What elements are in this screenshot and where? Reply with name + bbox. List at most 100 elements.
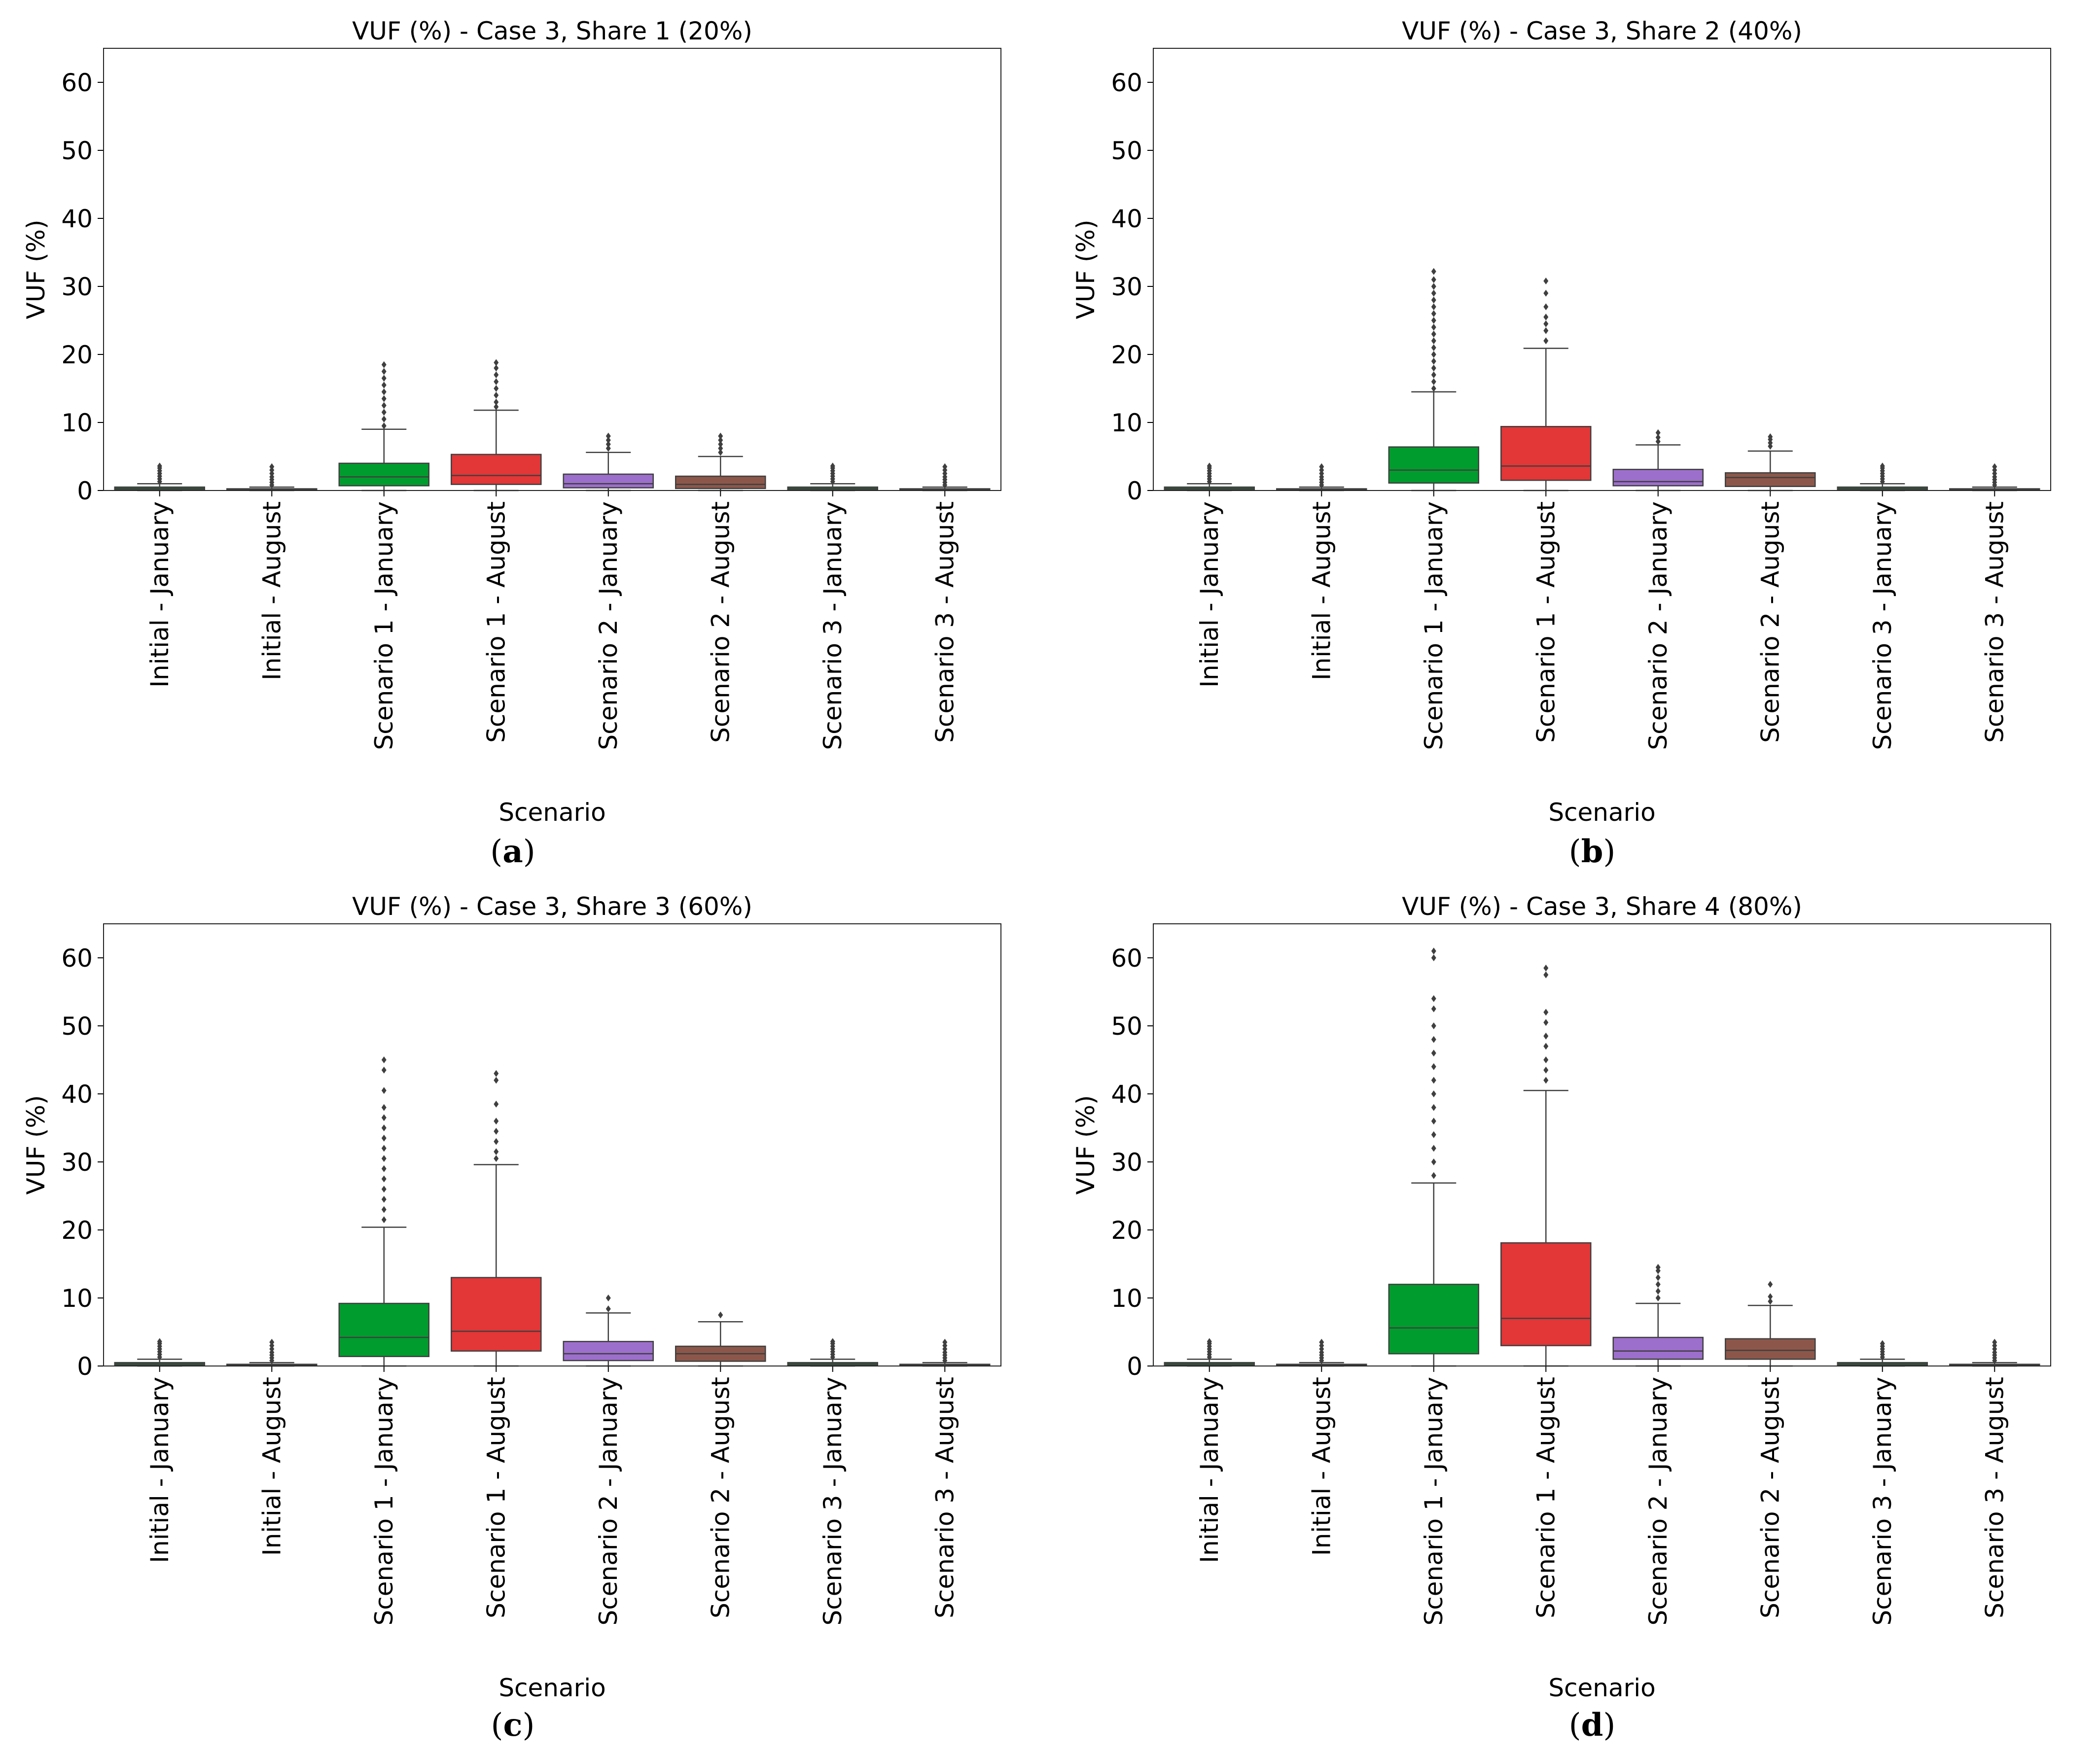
box-initial-january	[1164, 1338, 1255, 1367]
box-scenario-1-january	[1388, 268, 1479, 491]
y-tick-label: 40	[61, 1080, 93, 1109]
outlier-point	[381, 1195, 387, 1203]
x-tick-label: Scenario 3 - January	[819, 1377, 847, 1625]
x-tick-label: Scenario 2 - January	[594, 1377, 623, 1625]
outlier-point	[1655, 1274, 1661, 1281]
outlier-point	[1431, 289, 1436, 297]
x-axis-label: Scenario	[1548, 1674, 1655, 1702]
chart-title: VUF (%) - Case 3, Share 1 (20%)	[352, 17, 752, 45]
outlier-point	[1431, 364, 1436, 372]
outlier-point	[1543, 971, 1549, 979]
box-scenario-2-january	[1612, 1263, 1704, 1367]
plot-frame	[1153, 923, 2051, 1366]
outlier-point	[1431, 1050, 1436, 1057]
outlier-point	[494, 1100, 499, 1108]
outlier-point	[1431, 337, 1436, 345]
x-tick-label: Initial - January	[1195, 501, 1224, 688]
box-initial-august	[1276, 1338, 1367, 1367]
outlier-point	[494, 1148, 499, 1156]
plot-frame	[103, 48, 1001, 491]
outlier-point	[1655, 1288, 1661, 1295]
y-tick-label: 0	[77, 477, 93, 505]
box-iqr	[1612, 468, 1704, 487]
plot-frame	[1153, 48, 2051, 491]
outlier-point	[1431, 276, 1436, 283]
outlier-point	[1431, 296, 1436, 304]
outlier-point	[1543, 1009, 1549, 1016]
y-axis-label: VUF (%)	[1071, 220, 1100, 319]
x-axis-label: Scenario	[1548, 798, 1655, 827]
outlier-point	[1431, 310, 1436, 317]
box-scenario-3-august	[899, 463, 991, 491]
outlier-point	[718, 445, 723, 452]
outlier-point	[381, 422, 387, 429]
x-tick-label: Scenario 2 - January	[594, 501, 623, 750]
outlier-point	[381, 416, 387, 423]
x-tick-label: Scenario 3 - August	[1980, 1377, 2009, 1618]
box-iqr	[563, 473, 654, 489]
chart-d: VUF (%) - Case 3, Share 4 (80%) 0 10 20 30 40…	[1071, 892, 2051, 1702]
outlier-point	[1431, 1063, 1436, 1070]
outlier-point	[1431, 1118, 1436, 1125]
x-tick-label: Scenario 1 - August	[482, 1377, 510, 1618]
outlier-point	[1431, 947, 1436, 955]
outlier-point	[605, 436, 611, 444]
outlier-point	[1655, 438, 1661, 445]
outlier-point	[1543, 964, 1549, 972]
y-tick-label: 40	[1111, 205, 1142, 233]
outlier-point	[381, 1134, 387, 1142]
y-tick-label: 10	[61, 409, 93, 437]
y-tick-label: 10	[1111, 409, 1142, 437]
outlier-point	[269, 1338, 275, 1346]
outlier-point	[1543, 277, 1549, 284]
chart-b: VUF (%) - Case 3, Share 2 (40%) 0 10 20 30 40…	[1071, 17, 2051, 827]
outlier-point	[1655, 434, 1661, 441]
outlier-point	[381, 409, 387, 416]
outlier-point	[1543, 1077, 1549, 1084]
caption-b: (b)	[1568, 833, 1616, 870]
box-scenario-3-january	[787, 462, 878, 491]
x-tick-label: Initial - January	[145, 501, 174, 688]
x-tick-label: Scenario 2 - August	[706, 501, 735, 743]
x-tick-label: Scenario 2 - August	[706, 1377, 735, 1618]
outlier-point	[494, 385, 499, 392]
y-axis-label: VUF (%)	[22, 1095, 50, 1195]
x-tick-label: Scenario 3 - January	[819, 501, 847, 750]
outlier-point	[1768, 1297, 1773, 1305]
outlier-point	[1992, 1338, 1997, 1346]
y-tick-label: 40	[61, 205, 93, 233]
outlier-point	[381, 1206, 387, 1213]
y-tick-label: 50	[61, 137, 93, 165]
outlier-point	[942, 1338, 948, 1346]
box-iqr	[1725, 1338, 1816, 1360]
outlier-point	[1431, 1172, 1436, 1179]
panel-b: VUF (%) - Case 3, Share 2 (40%) 0 10 20 30 40…	[1050, 0, 2100, 876]
outlier-point	[1768, 1293, 1773, 1300]
outlier-point	[494, 398, 499, 406]
box-initial-august	[226, 1338, 318, 1367]
outlier-point	[1543, 1019, 1549, 1026]
outlier-point	[381, 361, 387, 368]
box-initial-january	[1164, 462, 1255, 491]
outlier-point	[1431, 303, 1436, 311]
outlier-point	[718, 1311, 723, 1319]
outlier-point	[1768, 1281, 1773, 1288]
outlier-point	[1543, 1066, 1549, 1074]
outlier-point	[830, 462, 835, 470]
outlier-point	[381, 368, 387, 375]
outlier-point	[1431, 378, 1436, 385]
outlier-point	[381, 375, 387, 382]
x-tick-label: Scenario 3 - August	[930, 1377, 959, 1618]
outlier-point	[1207, 1338, 1212, 1345]
box-initial-january	[114, 1338, 205, 1367]
outlier-point	[494, 1127, 499, 1135]
x-tick-label: Scenario 3 - January	[1868, 1377, 1897, 1625]
outlier-point	[1431, 1131, 1436, 1138]
outlier-point	[494, 1138, 499, 1145]
y-tick-label: 30	[61, 273, 93, 301]
x-tick-label: Scenario 1 - January	[1420, 501, 1448, 750]
outlier-point	[1431, 351, 1436, 358]
outlier-point	[157, 462, 162, 470]
box-iqr	[1388, 1284, 1479, 1355]
box-initial-january	[114, 462, 205, 491]
